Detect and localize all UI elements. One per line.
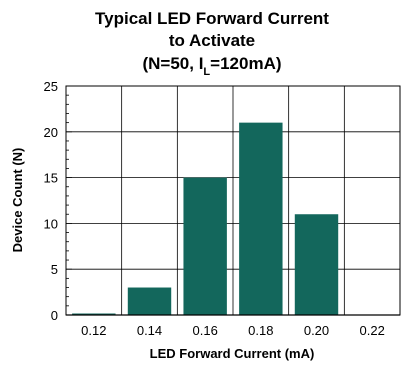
x-axis-label: LED Forward Current (mA) — [150, 346, 315, 361]
bar-0_18 — [239, 122, 283, 315]
x-tick-label: 0.14 — [137, 323, 162, 338]
bars — [72, 122, 339, 315]
grid — [65, 85, 401, 316]
x-tick-label: 0.20 — [304, 323, 329, 338]
bar-0_16 — [183, 177, 227, 315]
axes — [66, 85, 400, 316]
chart-title-line3-prefix: (N=50, I — [142, 54, 203, 73]
y-tick-label: 25 — [44, 79, 58, 94]
bar-0_20 — [294, 214, 339, 315]
y-tick-label: 5 — [51, 262, 58, 277]
x-tick-label: 0.16 — [193, 323, 218, 338]
x-tick-label: 0.22 — [360, 323, 385, 338]
bar-0_14 — [127, 287, 172, 315]
chart-title-line2: to Activate — [169, 31, 255, 50]
chart-title-line3: (N=50, IL=120mA) — [142, 54, 281, 78]
chart-title-line3-suffix: =120mA) — [210, 54, 281, 73]
x-tick-label: 0.12 — [81, 323, 106, 338]
y-tick-label: 0 — [51, 308, 58, 323]
y-tick-label: 10 — [44, 216, 58, 231]
chart-title-line1: Typical LED Forward Current — [95, 9, 329, 28]
chart-title-line3-subscript: L — [203, 66, 210, 78]
y-axis-label: Device Count (N) — [10, 148, 25, 253]
y-tick-label: 15 — [44, 171, 58, 186]
tick-labels: 0 5 10 15 20 25 0.12 0.14 0.16 0.18 0.20 0.22 — [44, 79, 385, 338]
x-tick-label: 0.18 — [248, 323, 273, 338]
y-tick-label: 20 — [44, 125, 58, 140]
bar-0_12 — [72, 313, 116, 315]
